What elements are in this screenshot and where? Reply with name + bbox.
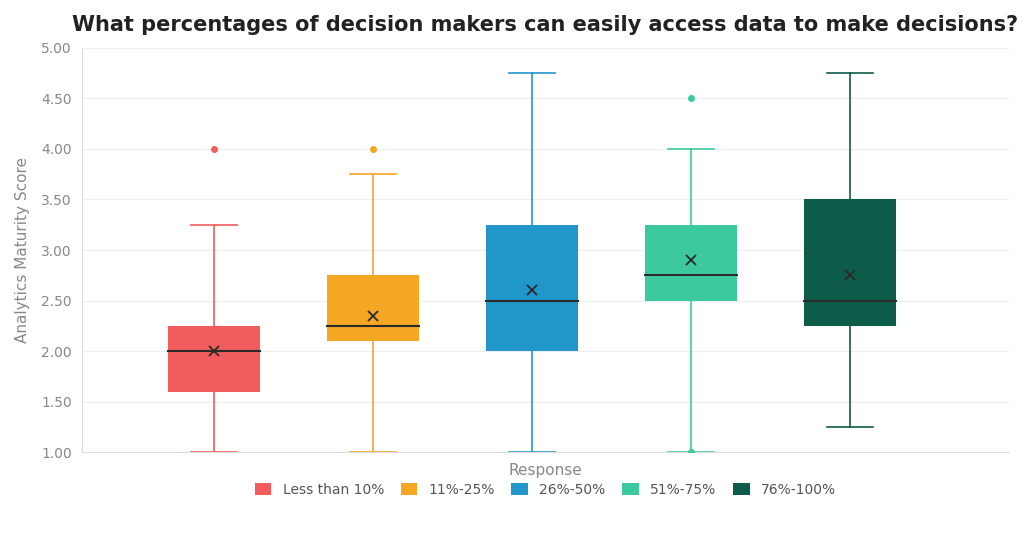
- Title: What percentages of decision makers can easily access data to make decisions?: What percentages of decision makers can …: [73, 15, 1018, 35]
- Bar: [327, 276, 420, 341]
- X-axis label: Response: Response: [509, 464, 583, 478]
- Bar: [645, 225, 737, 301]
- Bar: [168, 326, 260, 391]
- Legend: Less than 10%, 11%-25%, 26%-50%, 51%-75%, 76%-100%: Less than 10%, 11%-25%, 26%-50%, 51%-75%…: [249, 477, 842, 502]
- Bar: [485, 225, 579, 351]
- Y-axis label: Analytics Maturity Score: Analytics Maturity Score: [15, 157, 30, 343]
- Bar: [804, 199, 896, 326]
